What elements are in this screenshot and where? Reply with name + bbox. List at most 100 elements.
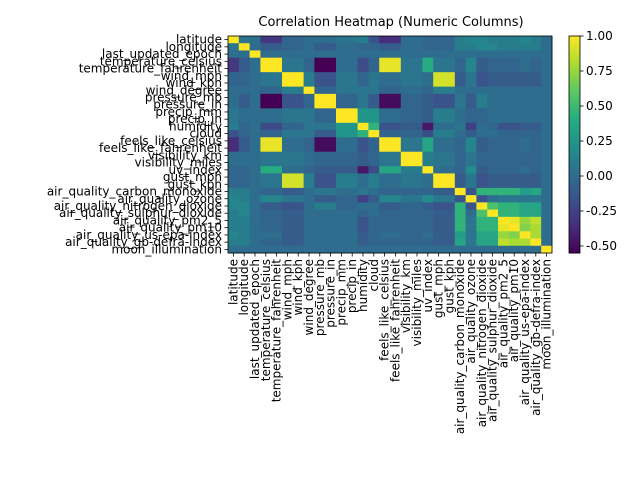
heatmap-cell bbox=[325, 79, 337, 88]
heatmap-cell bbox=[292, 93, 304, 102]
heatmap-cell bbox=[530, 72, 542, 80]
heatmap-cell bbox=[498, 144, 510, 153]
colorbar-segment bbox=[569, 81, 580, 84]
heatmap-cell bbox=[444, 187, 456, 196]
heatmap-cell bbox=[303, 158, 315, 167]
colorbar-segment bbox=[569, 240, 580, 243]
heatmap-cell bbox=[260, 187, 272, 196]
heatmap-cell bbox=[282, 202, 294, 210]
heatmap-cell bbox=[336, 144, 348, 153]
heatmap-cell bbox=[400, 57, 412, 66]
heatmap-cell bbox=[249, 115, 261, 124]
heatmap-cell bbox=[325, 50, 337, 59]
heatmap-cell bbox=[303, 86, 315, 95]
heatmap-cell bbox=[282, 108, 294, 116]
heatmap-cell bbox=[249, 231, 261, 239]
colorbar-segment bbox=[569, 146, 580, 149]
heatmap-cell bbox=[292, 122, 304, 131]
heatmap-cell bbox=[325, 144, 337, 153]
heatmap-cell bbox=[411, 224, 423, 232]
heatmap-cell bbox=[368, 101, 380, 109]
heatmap-cell bbox=[390, 108, 402, 116]
heatmap-cell bbox=[292, 224, 304, 232]
heatmap-cell bbox=[368, 202, 380, 210]
heatmap-cell bbox=[303, 115, 315, 124]
colorbar-segment bbox=[569, 155, 580, 158]
y-tick-label: precip_in bbox=[168, 112, 222, 126]
heatmap-cell bbox=[368, 130, 380, 138]
colorbar-segment bbox=[569, 213, 580, 216]
heatmap-cell bbox=[346, 79, 358, 88]
heatmap-cell bbox=[541, 231, 553, 239]
heatmap-cell bbox=[465, 57, 477, 66]
heatmap-cell bbox=[336, 231, 348, 239]
colorbar-segment bbox=[569, 77, 580, 80]
heatmap-cell bbox=[346, 238, 358, 247]
colorbar-tick-label: 0.50 bbox=[586, 99, 613, 113]
colorbar-segment bbox=[569, 70, 580, 73]
heatmap-cell bbox=[530, 86, 542, 95]
heatmap-cell bbox=[325, 173, 337, 182]
heatmap-cell bbox=[314, 50, 326, 59]
heatmap-cell bbox=[487, 231, 499, 239]
heatmap-cell bbox=[357, 187, 369, 196]
colorbar-segment bbox=[569, 177, 580, 180]
colorbar-tick-label: 0.00 bbox=[586, 169, 613, 183]
heatmap-cell bbox=[368, 151, 380, 160]
heatmap-cell bbox=[530, 166, 542, 174]
colorbar-segment bbox=[569, 196, 580, 200]
heatmap-cell bbox=[487, 93, 499, 102]
y-tick-label: wind_mph bbox=[161, 69, 222, 83]
heatmap-cell bbox=[368, 79, 380, 88]
heatmap-cell bbox=[303, 151, 315, 160]
heatmap-cell bbox=[368, 158, 380, 167]
heatmap-cell bbox=[390, 43, 402, 51]
heatmap-cell bbox=[498, 50, 510, 59]
heatmap-cell bbox=[228, 173, 240, 182]
heatmap-cell bbox=[336, 50, 348, 59]
heatmap-cell bbox=[411, 195, 423, 203]
heatmap-cell bbox=[282, 115, 294, 124]
heatmap-cell bbox=[476, 238, 488, 247]
heatmap-cell bbox=[454, 122, 466, 131]
colorbar-segment bbox=[569, 222, 580, 225]
heatmap-cell bbox=[433, 158, 445, 167]
heatmap-cell bbox=[530, 43, 542, 51]
colorbar-segment bbox=[569, 162, 580, 165]
heatmap-cell bbox=[508, 187, 520, 196]
heatmap-cell bbox=[292, 166, 304, 174]
heatmap-cell bbox=[238, 137, 250, 145]
heatmap-cell bbox=[519, 36, 531, 44]
heatmap-cell bbox=[530, 238, 542, 247]
colorbar-tick-label: 0.75 bbox=[586, 64, 613, 78]
colorbar-segment bbox=[569, 182, 580, 185]
heatmap-cell bbox=[454, 151, 466, 160]
colorbar-segment bbox=[569, 234, 580, 238]
heatmap-frame bbox=[227, 35, 553, 254]
x-tick-label: air_quality_pm2_5 bbox=[496, 259, 510, 368]
heatmap-cell bbox=[260, 166, 272, 174]
heatmap-cell bbox=[228, 50, 240, 59]
heatmap-cell bbox=[519, 151, 531, 160]
heatmap-cell bbox=[357, 86, 369, 95]
heatmap-cell bbox=[508, 130, 520, 138]
heatmap-cell bbox=[282, 50, 294, 59]
heatmap-cell bbox=[487, 202, 499, 210]
heatmap-cell bbox=[238, 180, 250, 189]
heatmap-cell bbox=[508, 93, 520, 102]
heatmap-cell bbox=[487, 245, 499, 254]
heatmap-cell bbox=[238, 50, 250, 59]
heatmap-cell bbox=[249, 130, 261, 138]
heatmap-cell bbox=[228, 202, 240, 210]
heatmap-cell bbox=[379, 195, 391, 203]
heatmap-cell bbox=[465, 137, 477, 145]
colorbar-segment bbox=[569, 149, 580, 153]
heatmap-cell bbox=[541, 57, 553, 66]
heatmap-cell bbox=[390, 166, 402, 174]
heatmap-cell bbox=[314, 57, 326, 66]
heatmap-cell bbox=[444, 93, 456, 102]
heatmap-cell bbox=[530, 180, 542, 189]
colorbar-segment bbox=[569, 45, 580, 48]
heatmap-cell bbox=[444, 245, 456, 254]
heatmap-cell bbox=[454, 57, 466, 66]
